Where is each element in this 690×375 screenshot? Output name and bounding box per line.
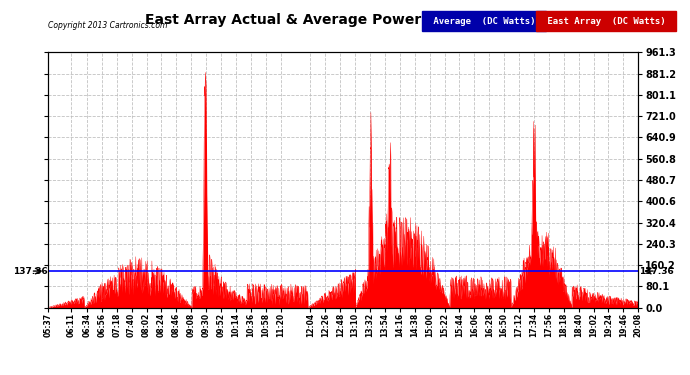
- Text: East Array  (DC Watts): East Array (DC Watts): [542, 17, 671, 26]
- Text: East Array Actual & Average Power Fri Jul 26 20:19: East Array Actual & Average Power Fri Ju…: [146, 13, 544, 27]
- Text: Copyright 2013 Cartronics.com: Copyright 2013 Cartronics.com: [48, 21, 168, 30]
- Text: Average  (DC Watts): Average (DC Watts): [428, 17, 541, 26]
- Text: 137.36: 137.36: [639, 267, 673, 276]
- Text: 137.36: 137.36: [13, 267, 48, 276]
